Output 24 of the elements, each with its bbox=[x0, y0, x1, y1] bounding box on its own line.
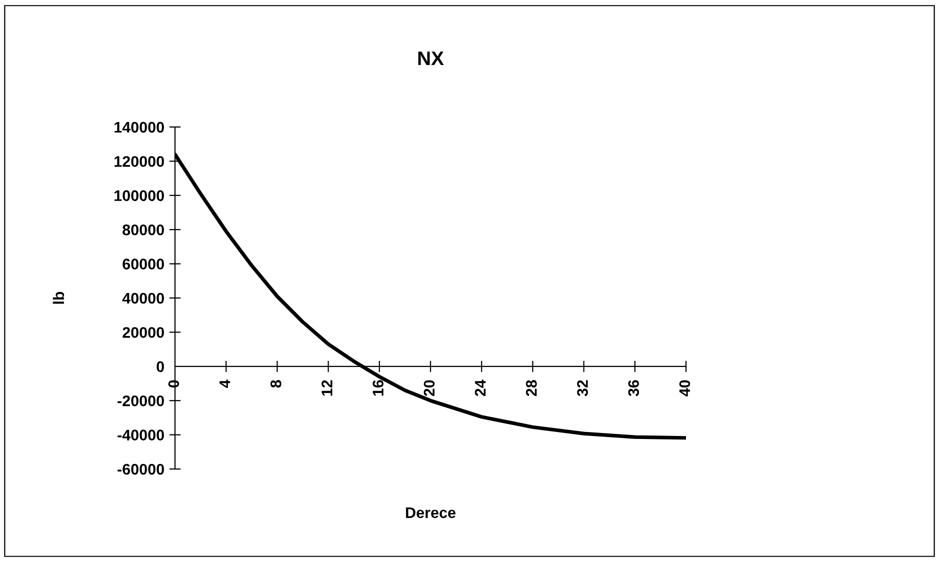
x-axis-title: Derece bbox=[406, 507, 456, 518]
x-tick-label: 28 bbox=[526, 380, 537, 396]
y-tick-label: 0 bbox=[156, 361, 164, 372]
x-tick-label: 4 bbox=[220, 380, 230, 388]
y-tick-label: 40000 bbox=[122, 292, 164, 304]
y-tick-label: -40000 bbox=[118, 430, 164, 440]
y-tick-label: -20000 bbox=[118, 395, 164, 406]
y-axis-title: lb bbox=[52, 292, 64, 304]
x-tick-label: 36 bbox=[628, 380, 640, 396]
x-tick-label: 8 bbox=[270, 380, 282, 388]
x-tick-label: 20 bbox=[424, 380, 435, 396]
x-tick-label: 24 bbox=[474, 380, 486, 396]
x-tick-label: 12 bbox=[322, 380, 332, 396]
x-tick-label: 16 bbox=[372, 380, 384, 396]
chart-title: NX bbox=[418, 52, 444, 66]
y-tick-label: 120000 bbox=[114, 156, 164, 167]
y-tick-label: 100000 bbox=[114, 190, 164, 202]
y-tick-label: 60000 bbox=[122, 258, 164, 270]
y-tick-label: -60000 bbox=[118, 464, 164, 475]
x-tick-label: 32 bbox=[577, 380, 588, 396]
x-tick-label: 40 bbox=[679, 380, 690, 396]
y-tick-label: 140000 bbox=[114, 122, 164, 133]
y-tick-label: 20000 bbox=[122, 327, 164, 338]
y-tick-label: 80000 bbox=[122, 224, 164, 236]
